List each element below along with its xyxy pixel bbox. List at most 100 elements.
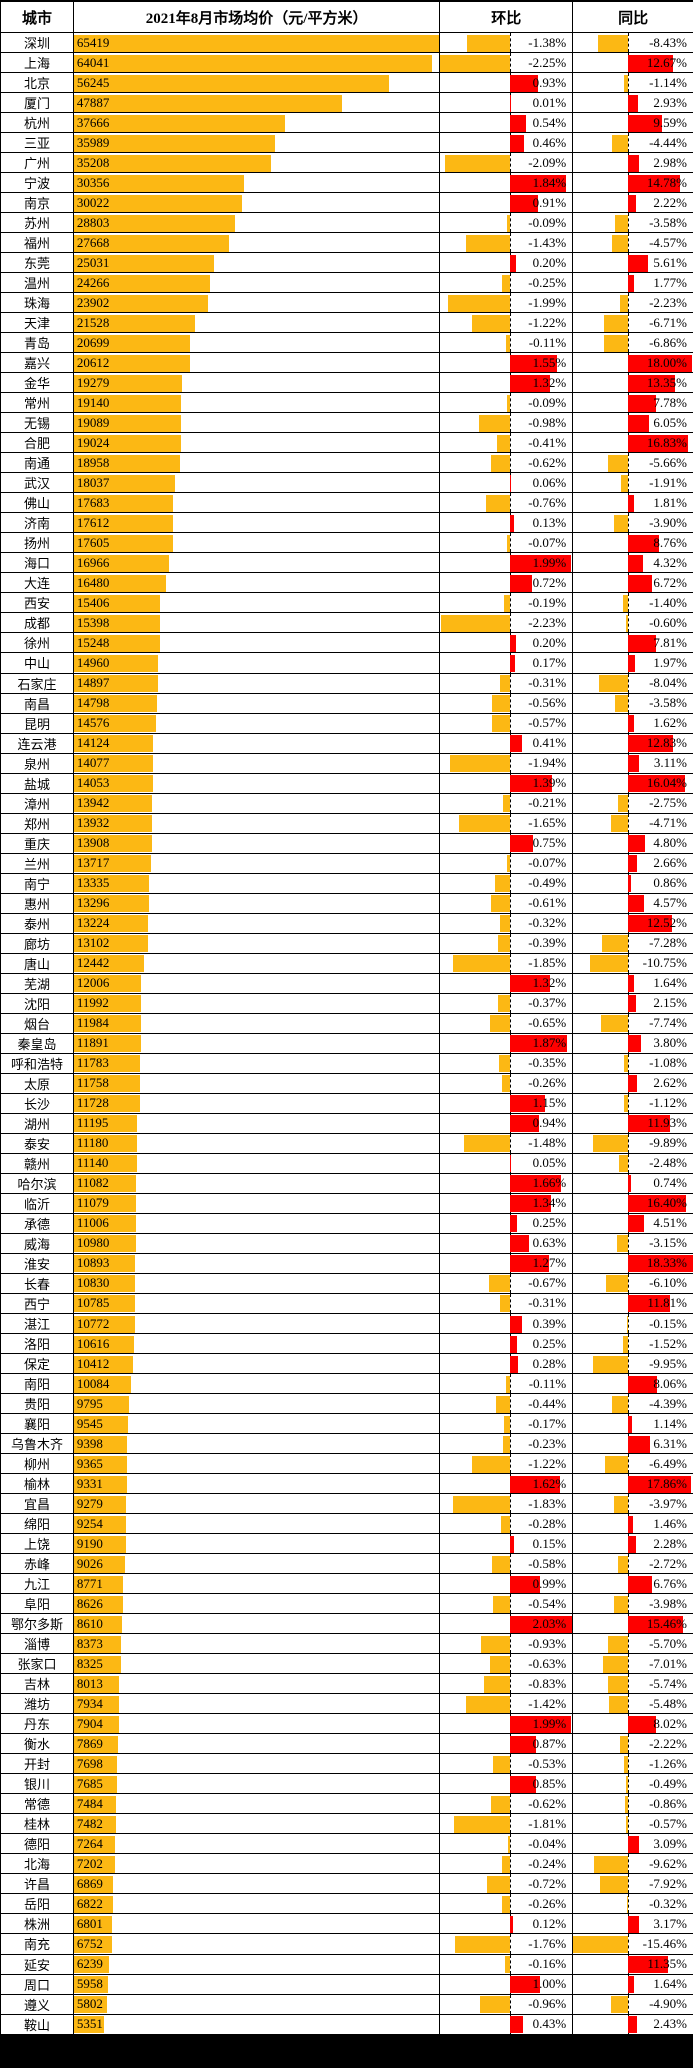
city-name: 徐州 <box>23 636 50 652</box>
yoy-cell: -4.57% <box>573 233 693 253</box>
mom-zero-axis-line <box>509 333 511 353</box>
mom-bar <box>502 1435 510 1453</box>
table-row: 北海 7202 -0.24% -9.62% <box>1 1854 693 1875</box>
price-cell: 11992 <box>74 993 441 1013</box>
yoy-cell: -9.62% <box>573 1854 693 1874</box>
price-cell: 5351 <box>74 2014 441 2034</box>
table-row: 周口 5958 1.00% 1.64% <box>1 1974 693 1995</box>
yoy-zero-axis-line <box>627 1794 629 1814</box>
price-bar <box>74 1495 127 1513</box>
yoy-bar <box>627 554 644 572</box>
mom-bar <box>509 1215 518 1233</box>
mom-value: -0.17% <box>528 1415 567 1431</box>
price-bar <box>74 1735 119 1753</box>
table-row: 张家口 8325 -0.63% -7.01% <box>1 1654 693 1675</box>
table-row: 海口 16966 1.99% 4.32% <box>1 553 693 574</box>
yoy-bar <box>627 1375 657 1393</box>
mom-zero-axis-line <box>509 393 511 413</box>
price-bar <box>74 735 154 753</box>
price-cell: 10980 <box>74 1233 441 1253</box>
mom-cell: -1.81% <box>440 1814 574 1834</box>
price-value: 12006 <box>76 975 110 991</box>
city-name: 重庆 <box>23 836 50 852</box>
price-bar <box>74 594 161 612</box>
yoy-cell: -7.28% <box>573 933 693 953</box>
price-cell: 7264 <box>74 1834 441 1854</box>
price-value: 9279 <box>76 1495 103 1511</box>
mom-value: -2.25% <box>528 54 567 70</box>
mom-value: -2.09% <box>528 154 567 170</box>
city-cell: 鄂尔多斯 <box>1 1614 74 1634</box>
city-cell: 泉州 <box>1 753 74 773</box>
table-row: 九江 8771 0.99% 6.76% <box>1 1574 693 1595</box>
table-row: 太原 11758 -0.26% 2.62% <box>1 1073 693 1094</box>
yoy-value: -0.32% <box>649 1895 687 1911</box>
mom-cell: 0.28% <box>440 1354 574 1374</box>
yoy-zero-axis-line <box>627 1994 629 2014</box>
mom-bar <box>509 354 558 372</box>
price-cell: 20612 <box>74 353 441 373</box>
price-value: 11079 <box>76 1195 109 1211</box>
yoy-bar <box>618 1555 628 1573</box>
mom-cell: -1.83% <box>440 1494 574 1514</box>
yoy-value: 16.83% <box>646 434 687 450</box>
price-bar <box>74 234 229 252</box>
yoy-value: -0.60% <box>649 614 687 630</box>
header-price: 2021年8月市场均价（元/平方米） <box>74 2 441 32</box>
yoy-bar <box>624 1795 628 1813</box>
yoy-cell: -8.04% <box>573 673 693 693</box>
yoy-value: 11.93% <box>647 1115 687 1131</box>
yoy-bar <box>626 1895 628 1913</box>
yoy-cell: -3.97% <box>573 1494 693 1514</box>
mom-zero-axis-line <box>509 1654 511 1674</box>
yoy-value: -4.57% <box>649 234 687 250</box>
yoy-value: -6.10% <box>649 1275 687 1291</box>
mom-zero-axis-line <box>509 1053 511 1073</box>
city-name: 赤峰 <box>23 1557 50 1573</box>
table-row: 无锡 19089 -0.98% 6.05% <box>1 413 693 434</box>
mom-cell: 1.15% <box>440 1093 574 1113</box>
mom-value: -1.76% <box>528 1935 567 1951</box>
yoy-cell: 3.80% <box>573 1033 693 1053</box>
price-value: 8013 <box>76 1675 103 1691</box>
city-name: 延安 <box>23 1957 50 1973</box>
price-value: 17683 <box>76 494 110 510</box>
price-cell: 9026 <box>74 1554 441 1574</box>
mom-bar <box>509 474 512 492</box>
table-row: 武汉 18037 0.06% -1.91% <box>1 473 693 494</box>
yoy-bar <box>621 474 628 492</box>
mom-value: 0.43% <box>532 2016 567 2032</box>
yoy-cell: -3.58% <box>573 213 693 233</box>
mom-cell: 0.54% <box>440 113 574 133</box>
mom-value: 0.63% <box>532 1235 567 1251</box>
mom-cell: 0.99% <box>440 1574 574 1594</box>
yoy-bar <box>627 1295 670 1313</box>
table-row: 呼和浩特 11783 -0.35% -1.08% <box>1 1053 693 1074</box>
price-value: 9545 <box>76 1415 103 1431</box>
yoy-bar <box>627 374 676 392</box>
city-name: 嘉兴 <box>23 356 50 372</box>
yoy-cell: 16.40% <box>573 1193 693 1213</box>
city-name: 漳州 <box>23 796 50 812</box>
mom-value: 1.34% <box>532 1195 567 1211</box>
price-cell: 9795 <box>74 1394 441 1414</box>
yoy-bar <box>600 1015 628 1033</box>
table-row: 青岛 20699 -0.11% -6.86% <box>1 333 693 354</box>
yoy-cell: -3.15% <box>573 1233 693 1253</box>
table-row: 绵阳 9254 -0.28% 1.46% <box>1 1514 693 1535</box>
mom-cell: -1.42% <box>440 1694 574 1714</box>
mom-cell: 1.99% <box>440 1714 574 1734</box>
mom-value: 0.93% <box>532 74 567 90</box>
price-cell: 11783 <box>74 1053 441 1073</box>
mom-bar <box>509 1035 568 1053</box>
price-cell: 19089 <box>74 413 441 433</box>
price-bar <box>74 534 173 552</box>
price-cell: 11006 <box>74 1213 441 1233</box>
city-name: 扬州 <box>23 536 50 552</box>
table-row: 成都 15398 -2.23% -0.60% <box>1 613 693 634</box>
price-bar <box>74 1315 135 1333</box>
mom-cell: -0.98% <box>440 413 574 433</box>
city-name: 丹东 <box>23 1717 50 1733</box>
yoy-bar <box>623 74 628 92</box>
yoy-cell: -6.86% <box>573 333 693 353</box>
